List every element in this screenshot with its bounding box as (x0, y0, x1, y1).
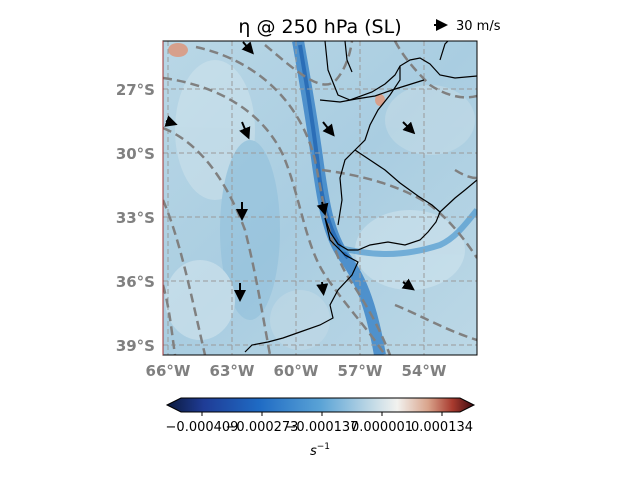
wind-vector (316, 201, 329, 216)
quiver-key-label: 30 m/s (456, 19, 501, 34)
colorbar-label-text: s (310, 444, 317, 459)
positive-spot (168, 43, 188, 57)
colorbar-label-sup: −1 (317, 442, 330, 452)
contour-lines (163, 41, 477, 355)
chart-title: η @ 250 hPa (SL) (238, 16, 401, 38)
map-grid (163, 41, 477, 355)
lat-label: 39°S (116, 337, 155, 355)
lon-label: 66°W (146, 362, 191, 380)
lon-label: 60°W (274, 362, 319, 380)
positive-spot (375, 94, 385, 106)
wind-vector (402, 121, 416, 135)
lon-label: 63°W (210, 362, 255, 380)
wind-vector (241, 41, 254, 55)
lon-labels: 66°W 63°W 60°W 57°W 54°W (146, 362, 447, 380)
map-panel (163, 41, 477, 355)
quiver-key: 30 m/s (434, 19, 501, 34)
wind-vector (316, 281, 329, 296)
lat-label: 30°S (116, 145, 155, 163)
colorbar-tick: −0.000273 (226, 420, 299, 435)
vorticity-band-east (339, 208, 477, 257)
colorbar-tick: −0.000409 (166, 420, 239, 435)
field-texture (165, 60, 475, 350)
lon-label: 57°W (338, 362, 383, 380)
lon-label: 54°W (402, 362, 447, 380)
coastlines (244, 41, 477, 353)
wind-vector (239, 121, 251, 140)
colorbar-bar (165, 397, 476, 413)
vorticity-band-core (298, 44, 350, 260)
lat-label: 36°S (116, 273, 155, 291)
lat-label: 33°S (116, 209, 155, 227)
wind-vector (164, 115, 178, 127)
colorbar-tick: 0.000001 (351, 420, 413, 435)
wind-vectors (164, 41, 416, 302)
colorbar: −0.000409 −0.000273 −0.000137 0.000001 0… (165, 397, 476, 459)
lat-label: 27°S (116, 81, 155, 99)
wind-vector (401, 278, 415, 291)
colorbar-tick: 0.000134 (411, 420, 473, 435)
colorbar-label: s−1 (310, 442, 330, 459)
colorbar-tick: −0.000137 (286, 420, 359, 435)
lat-labels: 27°S 30°S 33°S 36°S 39°S (116, 81, 155, 355)
wind-vector (322, 121, 335, 137)
